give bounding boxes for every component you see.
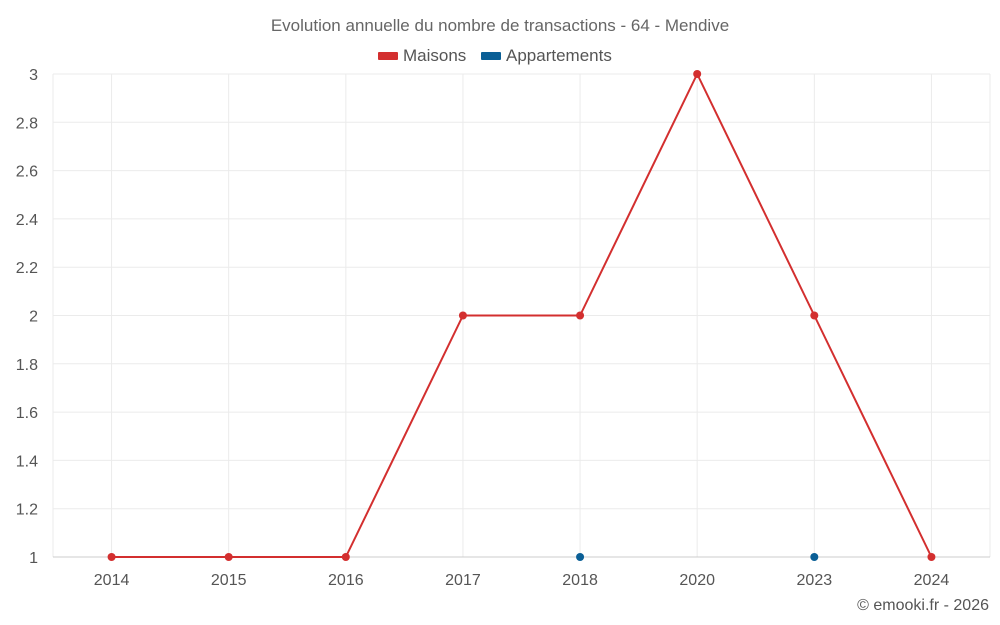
y-tick-label: 2 xyxy=(29,309,38,326)
y-tick-label: 2.2 xyxy=(16,260,38,277)
legend-label-appartements: Appartements xyxy=(506,46,612,65)
data-point-maisons[interactable] xyxy=(458,311,467,320)
x-tick-label: 2020 xyxy=(679,572,715,589)
y-tick-label: 1.8 xyxy=(16,357,38,374)
legend-swatch-maisons xyxy=(378,52,398,60)
legend-label-maisons: Maisons xyxy=(403,46,466,65)
data-point-maisons[interactable] xyxy=(927,553,936,561)
data-point-maisons[interactable] xyxy=(107,553,116,561)
y-tick-label: 2.8 xyxy=(16,115,38,132)
x-tick-label: 2023 xyxy=(797,572,833,589)
x-tick-label: 2014 xyxy=(94,572,130,589)
x-tick-label: 2024 xyxy=(914,572,950,589)
legend: Maisons Appartements xyxy=(378,46,612,65)
data-point-maisons[interactable] xyxy=(341,553,350,561)
data-point-maisons[interactable] xyxy=(224,553,233,561)
y-tick-label: 1.4 xyxy=(16,453,38,470)
chart-title: Evolution annuelle du nombre de transact… xyxy=(271,16,729,35)
x-tick-label: 2018 xyxy=(562,572,598,589)
legend-swatch-appartements xyxy=(481,52,501,60)
y-tick-label: 2.4 xyxy=(16,212,38,229)
y-tick-label: 3 xyxy=(29,67,38,84)
y-tick-label: 1.2 xyxy=(16,502,38,519)
data-point-appartements[interactable] xyxy=(810,553,819,561)
x-tick-label: 2015 xyxy=(211,572,247,589)
series-appartements xyxy=(576,553,819,561)
y-axis-ticks: 1 1.2 1.4 1.6 1.8 2 2.2 2.4 2.6 2.8 3 xyxy=(16,67,38,567)
legend-item-maisons[interactable]: Maisons xyxy=(378,46,466,65)
data-point-appartements[interactable] xyxy=(576,553,585,561)
data-point-maisons[interactable] xyxy=(576,311,585,320)
series xyxy=(107,70,936,561)
data-point-maisons[interactable] xyxy=(810,311,819,320)
x-axis-ticks: 2014 2015 2016 2017 2018 2020 2023 2024 xyxy=(94,572,950,589)
legend-item-appartements[interactable]: Appartements xyxy=(481,46,612,65)
series-maisons xyxy=(107,70,936,561)
x-tick-label: 2016 xyxy=(328,572,364,589)
data-point-maisons[interactable] xyxy=(693,70,702,78)
series-line-maisons xyxy=(111,73,933,558)
y-tick-label: 2.6 xyxy=(16,164,38,181)
y-tick-label: 1 xyxy=(29,550,38,567)
x-tick-label: 2017 xyxy=(445,572,481,589)
y-tick-label: 1.6 xyxy=(16,405,38,422)
credit: © emooki.fr - 2026 xyxy=(857,597,989,614)
